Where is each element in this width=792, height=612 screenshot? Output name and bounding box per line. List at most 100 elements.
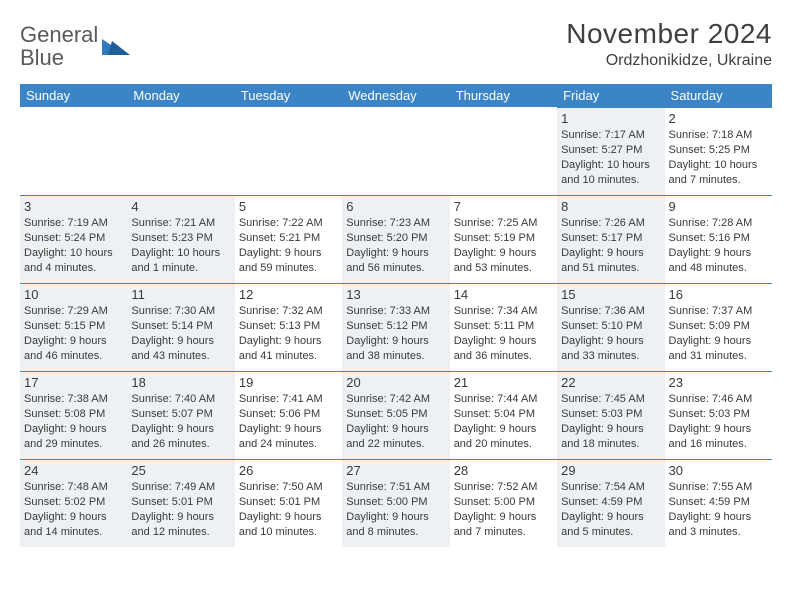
calendar-cell — [127, 107, 234, 195]
calendar-cell: 2 Sunrise: 7:18 AMSunset: 5:25 PMDaylight… — [665, 107, 772, 195]
calendar-cell: 15Sunrise: 7:36 AMSunset: 5:10 PMDayligh… — [557, 283, 664, 371]
calendar-cell: 5 Sunrise: 7:22 AMSunset: 5:21 PMDaylight… — [235, 195, 342, 283]
day-info: Sunrise: 7:51 AMSunset: 5:00 PMDaylight:… — [346, 480, 445, 539]
day-number: 3 — [24, 199, 123, 214]
day-info: Sunrise: 7:26 AMSunset: 5:17 PMDaylight:… — [561, 216, 660, 275]
day-info: Sunrise: 7:42 AMSunset: 5:05 PMDaylight:… — [346, 392, 445, 451]
day-number: 27 — [346, 463, 445, 478]
calendar-cell: 20Sunrise: 7:42 AMSunset: 5:05 PMDayligh… — [342, 371, 449, 459]
day-info: Sunrise: 7:29 AMSunset: 5:15 PMDaylight:… — [24, 304, 123, 363]
day-number: 11 — [131, 287, 230, 302]
day-number: 6 — [346, 199, 445, 214]
calendar-cell: 21Sunrise: 7:44 AMSunset: 5:04 PMDayligh… — [450, 371, 557, 459]
day-number: 26 — [239, 463, 338, 478]
day-info: Sunrise: 7:18 AMSunset: 5:25 PMDaylight:… — [669, 128, 768, 187]
day-number: 2 — [669, 111, 768, 126]
day-number: 1 — [561, 111, 660, 126]
calendar-cell: 16 Sunrise: 7:37 AMSunset: 5:09 PMDayligh… — [665, 283, 772, 371]
day-header-row: SundayMondayTuesdayWednesdayThursdayFrid… — [20, 84, 772, 107]
calendar-cell — [342, 107, 449, 195]
day-number: 8 — [561, 199, 660, 214]
calendar-cell — [235, 107, 342, 195]
calendar-cell: 30Sunrise: 7:55 AMSunset: 4:59 PMDayligh… — [665, 459, 772, 547]
calendar-cell — [20, 107, 127, 195]
calendar-cell: 19 Sunrise: 7:41 AMSunset: 5:06 PMDayligh… — [235, 371, 342, 459]
day-info: Sunrise: 7:28 AMSunset: 5:16 PMDaylight:… — [669, 216, 768, 275]
calendar-cell: 10 Sunrise: 7:29 AMSunset: 5:15 PMDayligh… — [20, 283, 127, 371]
day-number: 22 — [561, 375, 660, 390]
day-number: 4 — [131, 199, 230, 214]
day-info: Sunrise: 7:32 AMSunset: 5:13 PMDaylight:… — [239, 304, 338, 363]
month-title: November 2024 — [566, 18, 772, 50]
day-info: Sunrise: 7:50 AMSunset: 5:01 PMDaylight:… — [239, 480, 338, 539]
day-number: 29 — [561, 463, 660, 478]
calendar-row: 17 Sunrise: 7:38 AMSunset: 5:08 PMDayligh… — [20, 371, 772, 459]
calendar-cell — [450, 107, 557, 195]
day-info: Sunrise: 7:17 AMSunset: 5:27 PMDaylight:… — [561, 128, 660, 187]
day-number: 5 — [239, 199, 338, 214]
calendar-cell: 7 Sunrise: 7:25 AMSunset: 5:19 PMDaylight… — [450, 195, 557, 283]
calendar-cell: 23Sunrise: 7:46 AMSunset: 5:03 PMDayligh… — [665, 371, 772, 459]
brand-name-gray: General — [20, 22, 98, 47]
title-block: November 2024 Ordzhonikidze, Ukraine — [566, 18, 772, 70]
calendar-row: 1 Sunrise: 7:17 AMSunset: 5:27 PMDaylight… — [20, 107, 772, 195]
day-number: 13 — [346, 287, 445, 302]
day-info: Sunrise: 7:30 AMSunset: 5:14 PMDaylight:… — [131, 304, 230, 363]
day-info: Sunrise: 7:19 AMSunset: 5:24 PMDaylight:… — [24, 216, 123, 275]
calendar-cell: 3 Sunrise: 7:19 AMSunset: 5:24 PMDaylight… — [20, 195, 127, 283]
calendar-cell: 1 Sunrise: 7:17 AMSunset: 5:27 PMDaylight… — [557, 107, 664, 195]
brand-triangle-icon — [102, 35, 130, 60]
calendar-cell: 26 Sunrise: 7:50 AMSunset: 5:01 PMDayligh… — [235, 459, 342, 547]
day-info: Sunrise: 7:49 AMSunset: 5:01 PMDaylight:… — [131, 480, 230, 539]
day-info: Sunrise: 7:37 AMSunset: 5:09 PMDaylight:… — [669, 304, 768, 363]
location-label: Ordzhonikidze, Ukraine — [566, 52, 772, 70]
day-number: 28 — [454, 463, 553, 478]
day-info: Sunrise: 7:23 AMSunset: 5:20 PMDaylight:… — [346, 216, 445, 275]
day-number: 30 — [669, 463, 768, 478]
calendar-cell: 18 Sunrise: 7:40 AMSunset: 5:07 PMDayligh… — [127, 371, 234, 459]
day-info: Sunrise: 7:41 AMSunset: 5:06 PMDaylight:… — [239, 392, 338, 451]
calendar-row: 24Sunrise: 7:48 AMSunset: 5:02 PMDayligh… — [20, 459, 772, 547]
calendar-cell: 6 Sunrise: 7:23 AMSunset: 5:20 PMDaylight… — [342, 195, 449, 283]
calendar-cell: 28 Sunrise: 7:52 AMSunset: 5:00 PMDayligh… — [450, 459, 557, 547]
day-info: Sunrise: 7:21 AMSunset: 5:23 PMDaylight:… — [131, 216, 230, 275]
day-info: Sunrise: 7:40 AMSunset: 5:07 PMDaylight:… — [131, 392, 230, 451]
calendar-cell: 4 Sunrise: 7:21 AMSunset: 5:23 PMDaylight… — [127, 195, 234, 283]
day-number: 16 — [669, 287, 768, 302]
calendar-cell: 9 Sunrise: 7:28 AMSunset: 5:16 PMDaylight… — [665, 195, 772, 283]
day-header: Friday — [557, 84, 664, 107]
day-number: 17 — [24, 375, 123, 390]
day-info: Sunrise: 7:34 AMSunset: 5:11 PMDaylight:… — [454, 304, 553, 363]
calendar-cell: 22 Sunrise: 7:45 AMSunset: 5:03 PMDayligh… — [557, 371, 664, 459]
day-number: 19 — [239, 375, 338, 390]
header: General Blue November 2024 Ordzhonikidze… — [20, 18, 772, 70]
day-info: Sunrise: 7:54 AMSunset: 4:59 PMDaylight:… — [561, 480, 660, 539]
day-number: 18 — [131, 375, 230, 390]
day-number: 21 — [454, 375, 553, 390]
calendar-table: SundayMondayTuesdayWednesdayThursdayFrid… — [20, 84, 772, 547]
day-info: Sunrise: 7:52 AMSunset: 5:00 PMDaylight:… — [454, 480, 553, 539]
day-header: Thursday — [450, 84, 557, 107]
day-number: 10 — [24, 287, 123, 302]
day-header: Tuesday — [235, 84, 342, 107]
calendar-cell: 11 Sunrise: 7:30 AMSunset: 5:14 PMDayligh… — [127, 283, 234, 371]
calendar-row: 10 Sunrise: 7:29 AMSunset: 5:15 PMDayligh… — [20, 283, 772, 371]
day-number: 14 — [454, 287, 553, 302]
calendar-cell: 24Sunrise: 7:48 AMSunset: 5:02 PMDayligh… — [20, 459, 127, 547]
day-number: 12 — [239, 287, 338, 302]
day-header: Wednesday — [342, 84, 449, 107]
calendar-cell: 27 Sunrise: 7:51 AMSunset: 5:00 PMDayligh… — [342, 459, 449, 547]
day-info: Sunrise: 7:45 AMSunset: 5:03 PMDaylight:… — [561, 392, 660, 451]
day-info: Sunrise: 7:33 AMSunset: 5:12 PMDaylight:… — [346, 304, 445, 363]
day-info: Sunrise: 7:22 AMSunset: 5:21 PMDaylight:… — [239, 216, 338, 275]
day-header: Sunday — [20, 84, 127, 107]
day-info: Sunrise: 7:25 AMSunset: 5:19 PMDaylight:… — [454, 216, 553, 275]
day-number: 9 — [669, 199, 768, 214]
calendar-cell: 8 Sunrise: 7:26 AMSunset: 5:17 PMDaylight… — [557, 195, 664, 283]
day-info: Sunrise: 7:36 AMSunset: 5:10 PMDaylight:… — [561, 304, 660, 363]
calendar-cell: 14 Sunrise: 7:34 AMSunset: 5:11 PMDayligh… — [450, 283, 557, 371]
day-info: Sunrise: 7:38 AMSunset: 5:08 PMDaylight:… — [24, 392, 123, 451]
calendar-cell: 25Sunrise: 7:49 AMSunset: 5:01 PMDayligh… — [127, 459, 234, 547]
day-number: 7 — [454, 199, 553, 214]
day-number: 24 — [24, 463, 123, 478]
